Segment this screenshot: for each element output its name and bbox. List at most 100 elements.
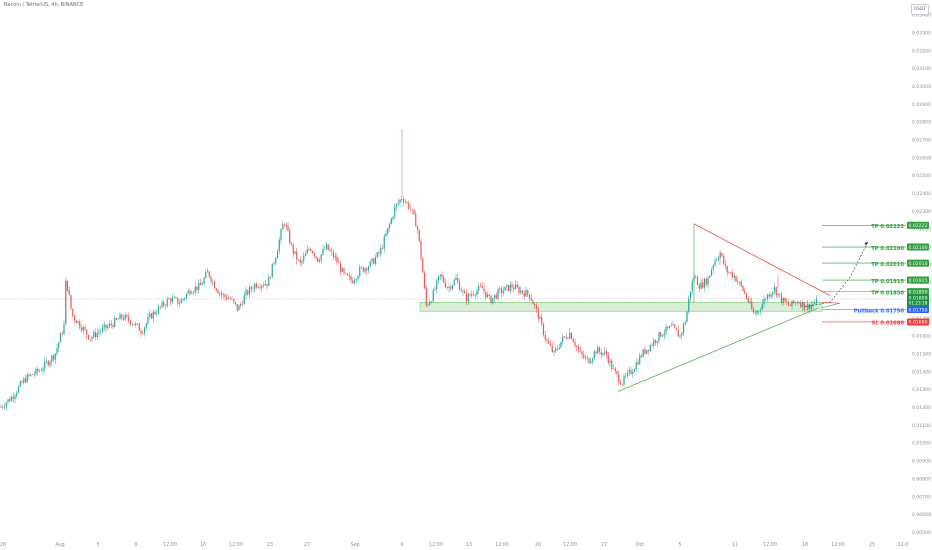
candle-body <box>58 342 60 349</box>
candle-body <box>723 255 725 265</box>
candle-countdown: 01:23:18 <box>909 300 928 305</box>
candle-body <box>586 357 588 359</box>
candle-body <box>544 334 546 340</box>
candle-body <box>625 375 627 377</box>
time-tick-label: 12:0 <box>898 542 909 548</box>
candle-body <box>794 302 797 304</box>
candle-body <box>401 199 403 200</box>
candle-body <box>560 341 562 348</box>
time-tick-label: 9 <box>134 542 137 548</box>
candle-body <box>670 325 672 327</box>
candle-body <box>451 285 454 289</box>
candle-body <box>745 293 748 299</box>
candle-body <box>345 273 347 274</box>
candle-body <box>411 209 413 211</box>
candle-body <box>168 298 170 300</box>
candle-body <box>170 298 172 302</box>
candle-body <box>647 349 650 351</box>
candle-body <box>810 304 812 310</box>
candle-body <box>420 241 422 259</box>
candle-body <box>553 350 555 352</box>
candle-body <box>478 286 480 291</box>
candle-body <box>502 290 504 293</box>
candle-body <box>796 302 798 303</box>
candle-body <box>187 290 189 294</box>
candle-body <box>633 369 636 373</box>
candle-body <box>91 337 93 340</box>
candle-body <box>205 272 207 279</box>
candle-body <box>628 370 630 373</box>
candle-body <box>9 399 11 401</box>
candle-body <box>546 339 548 341</box>
candle-body <box>310 249 312 252</box>
candle-body <box>434 289 436 290</box>
candle-body <box>294 251 296 254</box>
candle-body <box>395 203 398 207</box>
candle-body <box>572 339 574 343</box>
price-tick-label: 0.01200 <box>912 405 931 411</box>
candle-body <box>787 302 790 305</box>
candle-body <box>108 323 111 327</box>
candle-body <box>591 358 594 362</box>
candle-body <box>432 289 434 302</box>
candle-body <box>759 309 762 311</box>
candle-body <box>565 336 567 339</box>
candle-body <box>716 259 718 261</box>
candle-body <box>605 351 608 356</box>
candle-body <box>261 285 263 288</box>
target-price-tag <box>907 221 929 229</box>
price-tick-label: 0.03300 <box>912 30 931 36</box>
candle-body <box>642 349 644 357</box>
candle-body <box>159 306 161 308</box>
candle-body <box>437 276 440 281</box>
candle-body <box>355 279 357 281</box>
candle-body <box>381 248 384 249</box>
candle-body <box>14 395 16 399</box>
candle-body <box>264 283 266 286</box>
candle-body <box>583 354 585 358</box>
time-tick-label: 12:00 <box>429 542 443 548</box>
target-price-tag <box>907 243 929 251</box>
candle-body <box>292 244 294 254</box>
candle-body <box>567 338 569 339</box>
candle-body <box>178 303 181 304</box>
candle-body <box>686 311 688 323</box>
candle-body <box>392 216 394 219</box>
stop-loss-price-tag <box>907 318 929 326</box>
candle-body <box>724 264 727 267</box>
candle-body <box>275 258 277 264</box>
candle-body <box>751 301 753 309</box>
target-price-tag-text: 0.02222 <box>909 223 928 229</box>
candle-body <box>243 295 245 305</box>
candle-body <box>740 281 742 286</box>
candle-body <box>714 260 716 266</box>
candle-body <box>353 280 356 284</box>
candle-body <box>807 304 809 310</box>
candle-body <box>749 301 751 302</box>
candle-body <box>528 294 531 299</box>
candle-body <box>219 292 221 294</box>
candle-body <box>241 303 244 305</box>
candle-body <box>362 267 364 272</box>
candle-body <box>472 294 475 295</box>
candle-body <box>87 334 90 340</box>
currency-button[interactable]: USDT <box>911 4 929 15</box>
candle-body <box>551 345 553 352</box>
candle-body <box>240 303 242 306</box>
candle-body <box>47 361 49 366</box>
candle-body <box>735 275 737 282</box>
price-tick-label: 0.01100 <box>912 423 931 429</box>
candle-body <box>173 297 175 298</box>
candle-body <box>800 302 802 307</box>
candle-body <box>499 288 501 290</box>
time-tick-label: 12:00 <box>163 542 177 548</box>
candle-body <box>79 321 81 328</box>
candle-body <box>75 320 77 324</box>
candle-body <box>639 355 641 365</box>
candle-body <box>527 290 529 295</box>
candle-body <box>184 297 186 299</box>
candle-body <box>709 275 711 278</box>
candle-body <box>157 306 160 314</box>
candle-body <box>677 330 679 337</box>
